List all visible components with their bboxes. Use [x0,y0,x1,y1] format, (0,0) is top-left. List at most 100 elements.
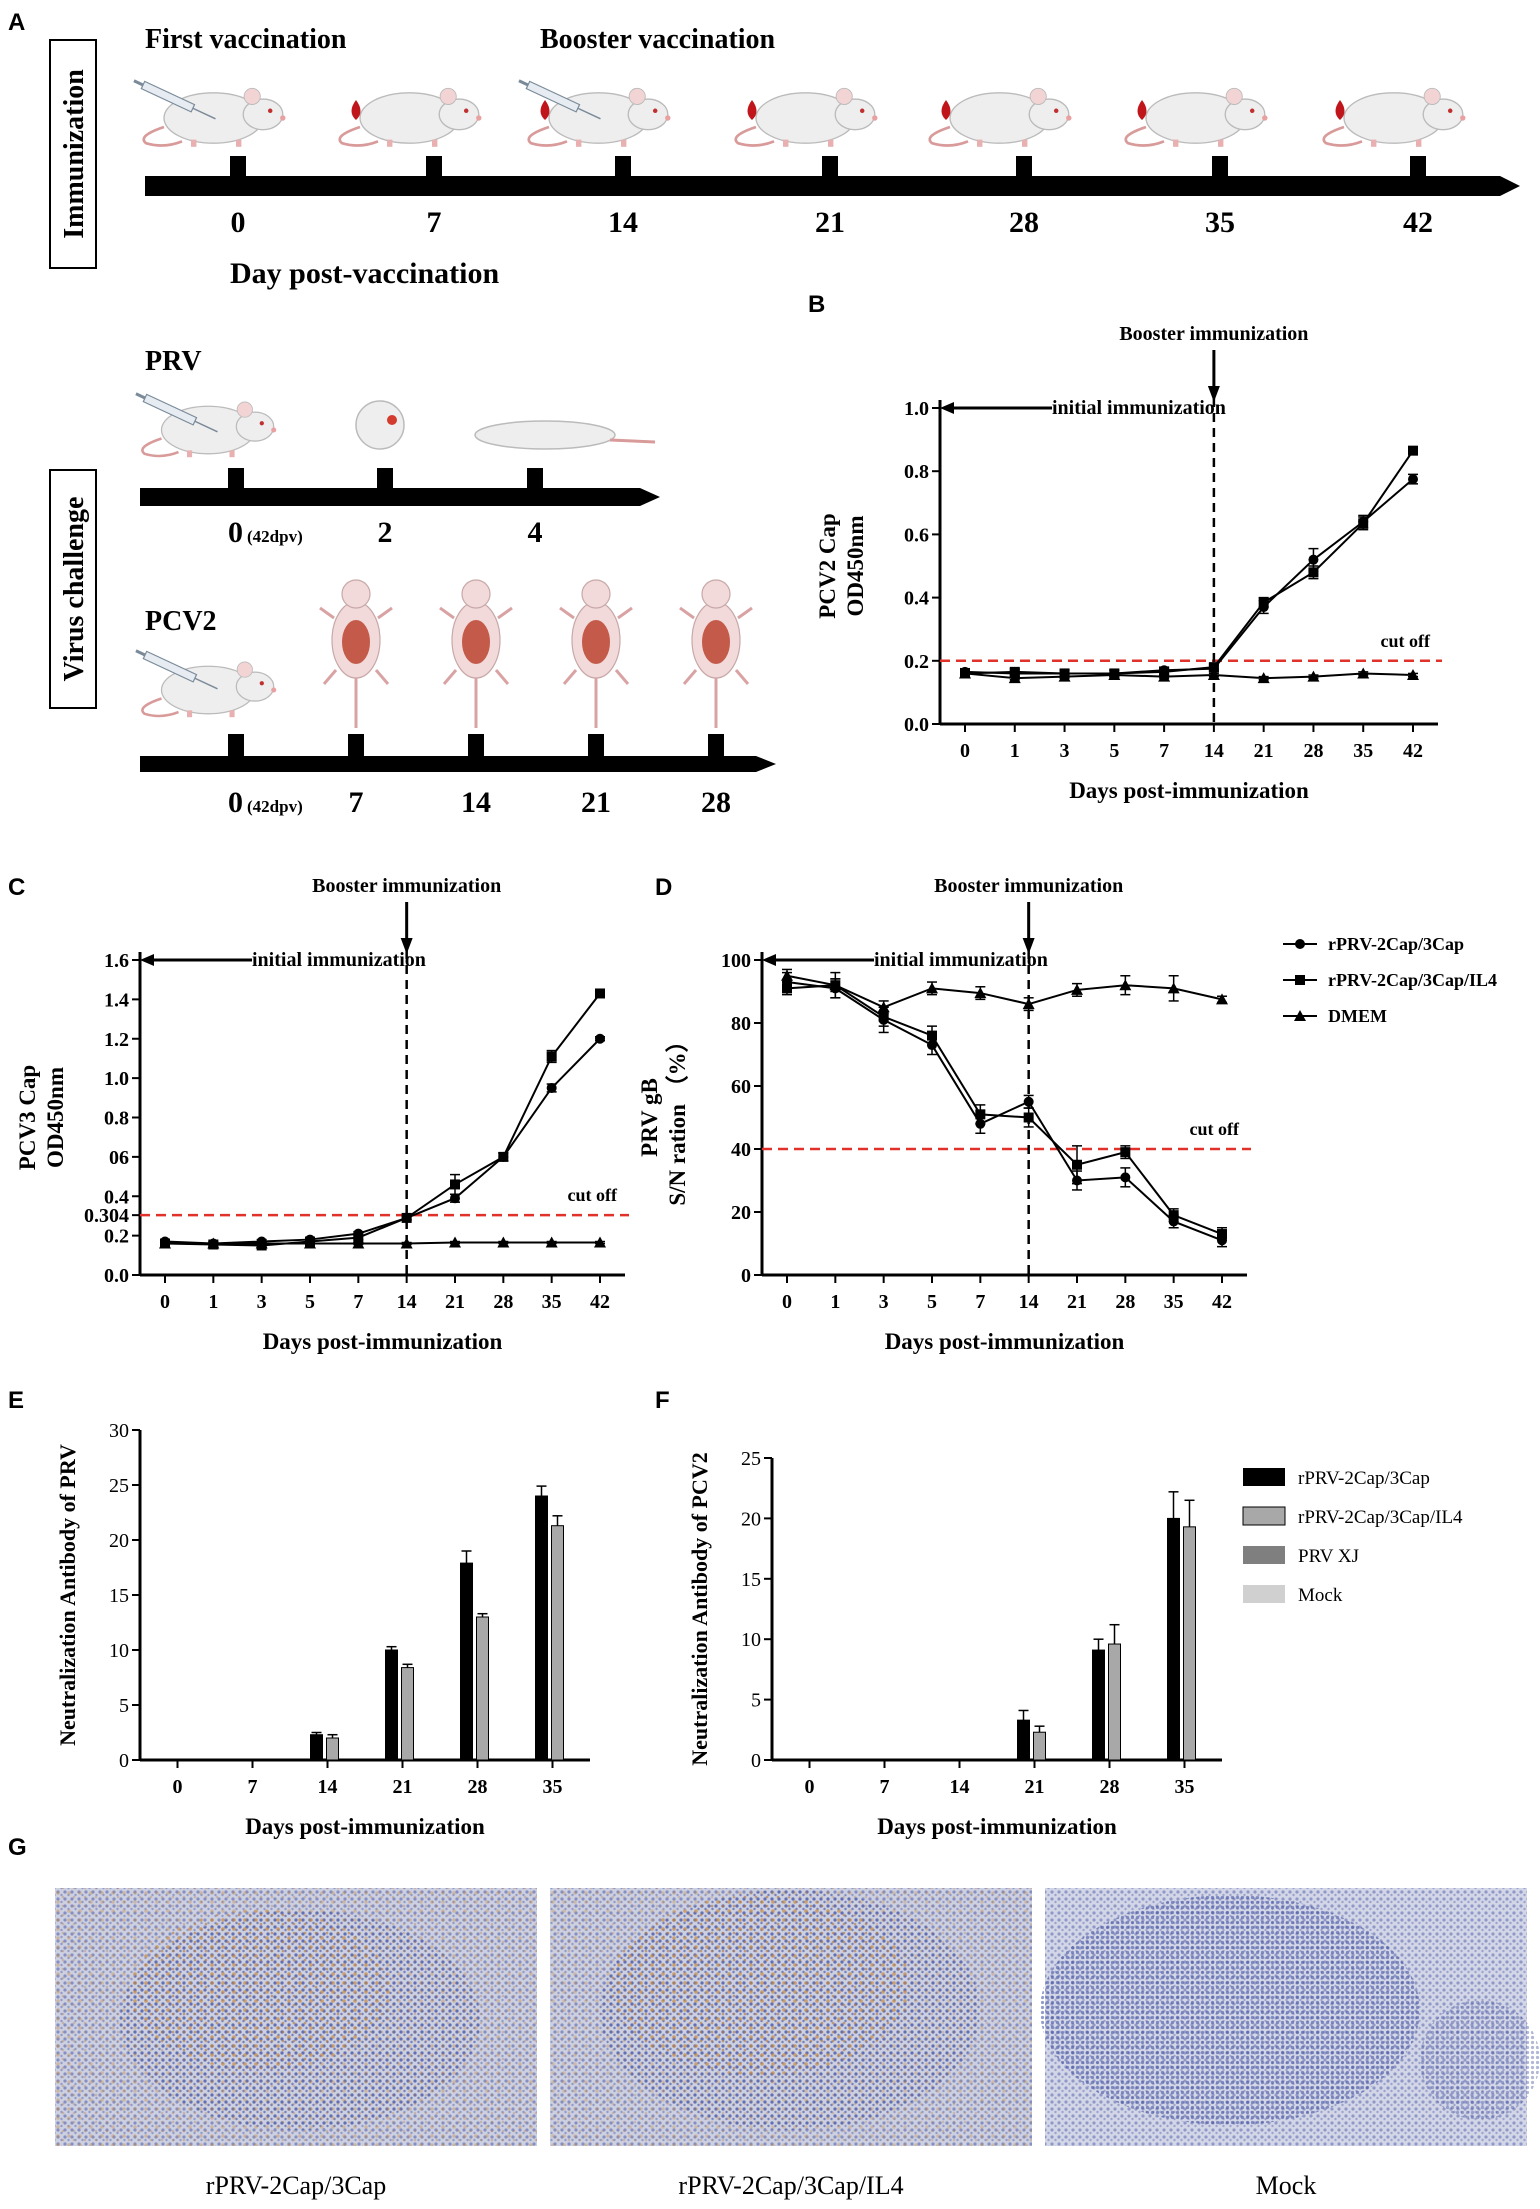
marker-triangle [1158,670,1171,682]
mouse-leg [191,139,197,147]
bar [326,1737,339,1761]
mouse-head [242,98,284,131]
x-axis-title: Days post-immunization [885,1329,1125,1354]
y-tick-label: 10 [741,1629,761,1651]
marker-square [1072,1159,1082,1170]
y-tick-label: 0 [741,1265,751,1287]
cutoff-label: cut off [1381,631,1431,651]
x-tick-label: 28 [1100,1776,1120,1798]
day-label: 42 [1403,206,1433,239]
x-tick-label: 7 [353,1291,363,1313]
dissected-mouse-icon [319,579,393,728]
bar [385,1649,398,1761]
prv-day-label: 4 [528,516,543,549]
prv-title: PRV [145,346,202,377]
lesion-icon [387,415,397,425]
y-tick-label: 0.304 [84,1205,129,1227]
marker-triangle [959,667,971,679]
y-tick-label: 0.8 [104,1108,129,1130]
marker-triangle [304,1237,316,1249]
x-tick-label: 35 [543,1776,563,1798]
mouse-tail [928,125,969,147]
marker-square [1120,1147,1131,1158]
bar [460,1562,473,1761]
y-tick-label: 0 [119,1750,129,1772]
x-tick-label: 0 [782,1291,792,1313]
x-tick-label: 14 [1019,1291,1039,1313]
immunization-side-box [49,39,97,269]
mouse-head [341,579,371,609]
dead-mouse-icon [474,420,616,450]
initial-arrow-head [940,402,954,414]
blood-drop-icon [941,100,951,120]
y-tick-label: 40 [731,1139,751,1161]
marker-square [498,1151,509,1162]
marker-square [1023,1112,1034,1123]
booster-label: Booster immunization [934,875,1123,897]
mouse-eye [652,108,658,114]
x-axis-title: Days post-immunization [877,1814,1117,1839]
mouse-nose [271,427,277,433]
marker-triangle [829,979,842,991]
timeline-tick [230,156,246,178]
x-tick-label: 21 [393,1776,413,1798]
marker-triangle [877,1001,890,1013]
histology: rPRV-2Cap/3Cap rPRV-2Cap/3Cap/IL4 Mock [55,1888,1540,2200]
y-tick-label: 1.0 [904,398,929,420]
mouse-limb [737,606,753,620]
marker-triangle [1207,669,1220,681]
x-tick-label: 28 [1115,1291,1135,1313]
x-tick-label: 14 [1204,740,1224,762]
marker-square [878,1011,889,1022]
mouse-eye [1447,108,1453,114]
timeline-tick [708,734,724,758]
mouse-nose [1066,115,1072,121]
x-tick-label: 28 [493,1291,513,1313]
mouse-head [438,98,480,131]
series-line [964,450,1414,675]
marker-square [1358,518,1369,529]
marker-square [546,1051,557,1062]
mouse-limb [374,669,390,685]
mouse-limb [322,669,338,685]
x-axis-title: Days post-immunization [263,1329,503,1354]
marker-triangle [1257,672,1270,684]
mouse-tail [527,125,568,147]
day-axis-title: Day post-vaccination [230,257,499,290]
mouse-leg [229,450,235,458]
mouse-limb [734,669,750,685]
blood-drop-icon [747,100,757,120]
x-tick-label: 0 [805,1776,815,1798]
pcv2-title: PCV2 [145,606,217,637]
mouse-head [581,579,611,609]
marker-triangle [926,982,938,994]
y-tick-label: 1.6 [104,950,129,972]
marker-triangle [1216,993,1228,1005]
mouse-leg [1416,139,1422,147]
marker-square [595,988,605,999]
marker-square [401,1212,412,1223]
legend-label: Mock [1298,1585,1343,1606]
y-tick-label: 60 [731,1076,751,1098]
panel-label-a: A [8,9,25,36]
pcv2-day-label: 28 [701,786,731,819]
x-tick-label: 14 [397,1291,417,1313]
timeline-tick [468,734,484,758]
y-tick-label: 25 [109,1475,129,1497]
marker-triangle [1119,979,1132,991]
mouse-leg [828,139,834,147]
legend-bars: rPRV-2Cap/3Cap rPRV-2Cap/3Cap/IL4 PRV XJ Mo… [1242,1468,1463,1606]
legend-lines: rPRV-2Cap/3Cap rPRV-2Cap/3Cap/IL4 DMEM [1283,934,1497,1026]
mouse-nose [476,115,482,121]
marker-triangle [1058,670,1071,682]
legend-label: rPRV-2Cap/3Cap/IL4 [1328,970,1497,990]
immunization-timeline: Immunization First vaccination Booster v… [49,24,1520,290]
mouse-limb [497,606,513,620]
mouse-limb [682,669,698,685]
histology-label-1: rPRV-2Cap/3Cap [206,2171,386,2200]
syringe-icon [133,79,216,120]
y-tick-label: 25 [741,1448,761,1470]
x-tick-label: 1 [830,1291,840,1313]
bar [1092,1649,1105,1761]
